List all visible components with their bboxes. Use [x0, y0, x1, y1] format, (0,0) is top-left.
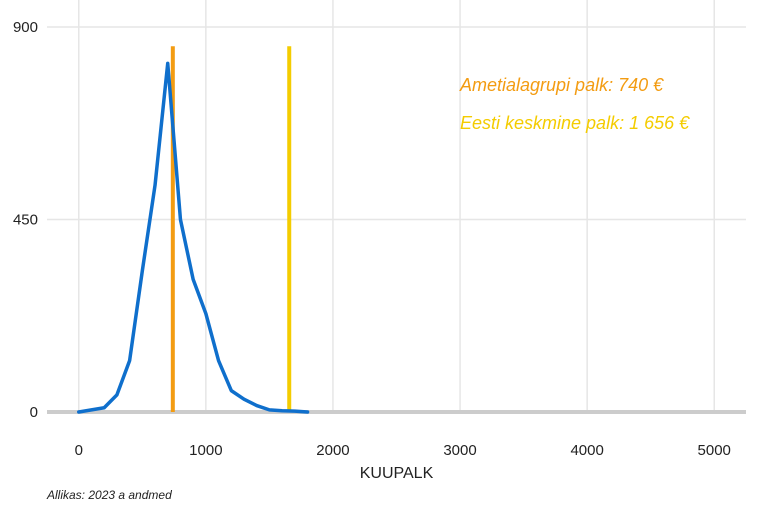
- x-tick-label: 4000: [570, 442, 603, 459]
- source-note: Allikas: 2023 a andmed: [47, 488, 172, 502]
- y-tick-label: 900: [13, 19, 38, 36]
- x-tick-label: 5000: [698, 442, 731, 459]
- reference-label: Eesti keskmine palk: 1 656 €: [460, 113, 690, 133]
- y-tick-label: 450: [13, 212, 38, 229]
- series-lines: [77, 61, 310, 414]
- x-axis-label: KUUPALK: [360, 465, 434, 482]
- x-axis-ticks: 0 1000 2000 3000 4000 5000: [75, 442, 731, 459]
- x-tick-label: 0: [75, 442, 83, 459]
- x-tick-label: 3000: [443, 442, 476, 459]
- y-axis-ticks: 0 450 900: [13, 19, 38, 421]
- x-tick-label: 2000: [316, 442, 349, 459]
- distribution-line: [77, 61, 310, 414]
- reference-annotations: Ametialagrupi palk: 740 € Eesti keskmine …: [459, 75, 690, 133]
- reference-lines: [170, 46, 292, 412]
- y-tick-label: 0: [30, 404, 38, 421]
- x-tick-label: 1000: [189, 442, 222, 459]
- reference-label: Ametialagrupi palk: 740 €: [459, 75, 664, 95]
